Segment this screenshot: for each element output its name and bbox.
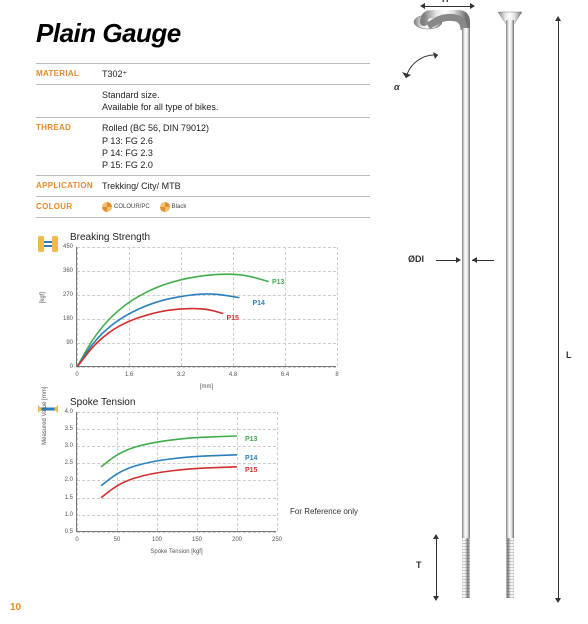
spoke-tension-chart: Measured Value [mm] Spoke Tension [kgf] … xyxy=(76,412,276,532)
spec-material-note: Standard size. Available for all type of… xyxy=(36,84,370,117)
page-title: Plain Gauge xyxy=(36,18,370,49)
page-number: 10 xyxy=(10,602,21,613)
x-axis-label: [mm] xyxy=(200,384,213,390)
reference-note: For Reference only xyxy=(290,507,358,516)
spec-value: Rolled (BC 56, DIN 79012) P 13: FG 2.6 P… xyxy=(102,122,370,171)
specs-table: MATERIAL T302⁺ Standard size. Available … xyxy=(36,63,370,218)
x-tick: 1.6 xyxy=(125,372,133,378)
y-tick: 2.0 xyxy=(53,477,73,483)
dim-line xyxy=(558,20,559,600)
y-tick: 1.0 xyxy=(53,512,73,518)
spec-value: Standard size. Available for all type of… xyxy=(102,89,370,113)
dim-label-h: H xyxy=(442,0,449,4)
spec-value: COLOUR/PC Black xyxy=(102,201,370,213)
x-tick: 200 xyxy=(232,537,242,543)
y-tick: 4.0 xyxy=(53,409,73,415)
y-tick: 180 xyxy=(53,316,73,322)
x-tick: 0 xyxy=(75,372,78,378)
y-tick: 0 xyxy=(53,364,73,370)
spec-application: APPLICATION Trekking/ City/ MTB xyxy=(36,175,370,196)
spec-value: Trekking/ City/ MTB xyxy=(102,180,370,192)
spoke-tension-section: Spoke Tension Measured Value [mm] Spoke … xyxy=(36,397,370,532)
y-tick: 360 xyxy=(53,268,73,274)
colour-swatch-icon: COLOUR/PC xyxy=(102,202,150,212)
x-tick: 3.2 xyxy=(177,372,185,378)
x-tick: 100 xyxy=(152,537,162,543)
dim-label-odi: ØDI xyxy=(408,254,424,264)
y-axis-label: Measured Value [mm] xyxy=(42,387,48,445)
x-axis-label: Spoke Tension [kgf] xyxy=(150,549,202,555)
x-tick: 8 xyxy=(335,372,338,378)
spec-value: T302⁺ xyxy=(102,68,370,80)
x-tick: 4.8 xyxy=(229,372,237,378)
spec-thread: THREAD Rolled (BC 56, DIN 79012) P 13: F… xyxy=(36,117,370,175)
spec-colour: COLOUR COLOUR/PC Black xyxy=(36,196,370,218)
content-column: Plain Gauge MATERIAL T302⁺ Standard size… xyxy=(0,0,380,619)
series-P14 xyxy=(101,455,237,486)
spec-label: MATERIAL xyxy=(36,68,102,80)
dim-line xyxy=(436,538,437,598)
dim-label-alpha: α xyxy=(394,82,400,92)
section-title: Spoke Tension xyxy=(70,397,370,408)
y-tick: 3.5 xyxy=(53,426,73,432)
breaking-strength-chart: [kgf] [mm] 09018027036045001.63.24.86.48… xyxy=(76,247,336,367)
colour-swatch-icon: Black xyxy=(160,202,187,212)
y-tick: 0.5 xyxy=(53,529,73,535)
y-tick: 2.5 xyxy=(53,460,73,466)
dim-line xyxy=(436,260,458,261)
series-P13 xyxy=(77,274,269,367)
x-tick: 6.4 xyxy=(281,372,289,378)
dim-label-l: L xyxy=(566,350,572,360)
spec-material: MATERIAL T302⁺ xyxy=(36,63,370,84)
y-tick: 90 xyxy=(53,340,73,346)
breaking-strength-section: Breaking Strength [kgf] [mm] 09018027036… xyxy=(36,232,370,367)
spec-label: APPLICATION xyxy=(36,180,102,192)
dim-label-t: T xyxy=(416,560,422,570)
x-tick: 50 xyxy=(114,537,121,543)
x-tick: 0 xyxy=(75,537,78,543)
series-P13 xyxy=(101,436,237,467)
y-tick: 3.0 xyxy=(53,443,73,449)
spec-label: COLOUR xyxy=(36,201,102,213)
section-title: Breaking Strength xyxy=(70,232,370,243)
series-P14 xyxy=(77,294,240,367)
y-axis-label: [kgf] xyxy=(40,292,46,303)
y-tick: 450 xyxy=(53,244,73,250)
y-tick: 270 xyxy=(53,292,73,298)
alpha-arc xyxy=(398,50,448,100)
y-tick: 1.5 xyxy=(53,495,73,501)
x-tick: 150 xyxy=(192,537,202,543)
spec-label: THREAD xyxy=(36,122,102,171)
spoke-diagram: H α ØDI L T xyxy=(380,0,588,619)
dim-line xyxy=(424,6,472,7)
x-tick: 250 xyxy=(272,537,282,543)
